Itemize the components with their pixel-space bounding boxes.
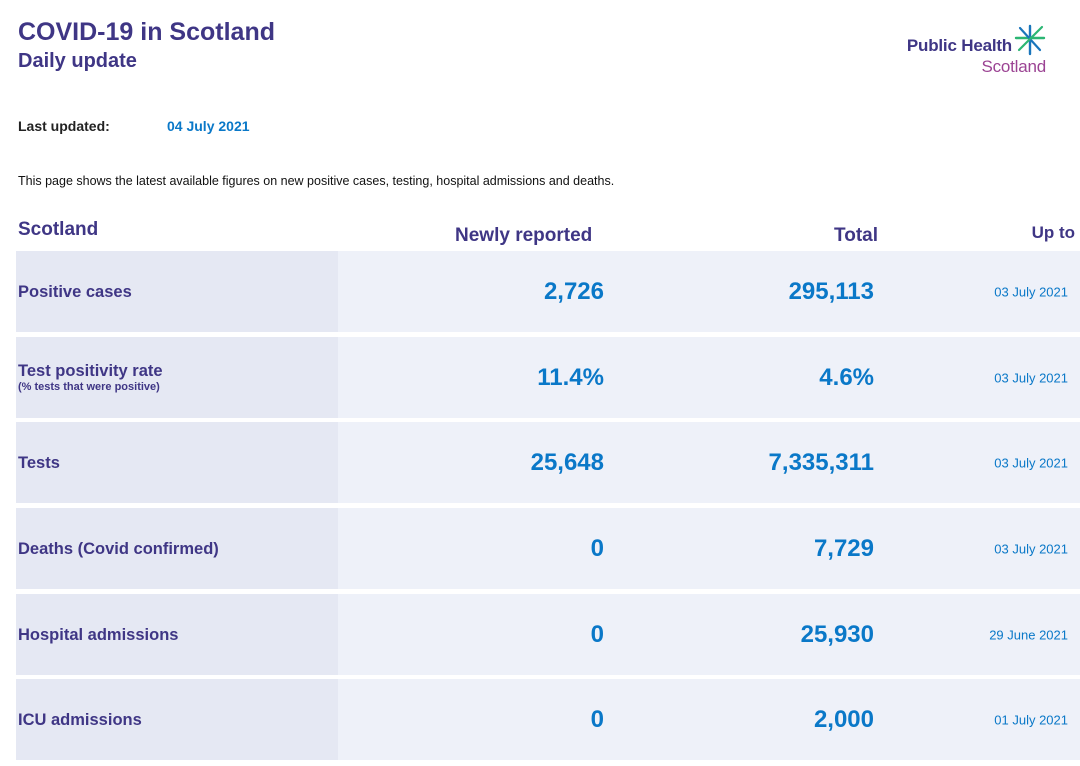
row-name-cell: Deaths (Covid confirmed) — [16, 508, 338, 589]
table-row-positive-cases: Positive cases 2,726 295,113 03 July 202… — [16, 251, 1080, 332]
logo-text-line2: Scotland — [981, 57, 1046, 76]
row-sublabel: (% tests that were positive) — [18, 380, 160, 393]
newly-reported-value: 2,726 — [543, 277, 604, 305]
last-updated-label: Last updated: — [18, 118, 110, 134]
row-label: Tests — [18, 453, 60, 472]
up-to-date: 03 July 2021 — [994, 370, 1068, 385]
up-to-date: 03 July 2021 — [994, 541, 1068, 556]
last-updated-date: 04 July 2021 — [167, 118, 250, 134]
row-label: ICU admissions — [18, 710, 142, 729]
table-row-hospital-admissions: Hospital admissions 0 25,930 29 June 202… — [16, 594, 1080, 675]
row-name-cell: Test positivity rate (% tests that were … — [16, 337, 338, 418]
row-label: Deaths (Covid confirmed) — [18, 539, 219, 558]
total-value: 2,000 — [813, 705, 874, 733]
column-header-newly-reported: Newly reported — [455, 225, 593, 246]
up-to-date: 01 July 2021 — [994, 712, 1068, 727]
up-to-date: 29 June 2021 — [989, 627, 1068, 642]
newly-reported-value: 0 — [590, 534, 604, 562]
column-header-scotland: Scotland — [18, 219, 99, 240]
row-label: Test positivity rate (% tests that were … — [18, 361, 163, 393]
page-title: COVID-19 in Scotland — [18, 18, 275, 46]
newly-reported-value: 0 — [590, 705, 604, 733]
table-row-tests: Tests 25,648 7,335,311 03 July 2021 — [16, 422, 1080, 503]
page-subtitle: Daily update — [18, 50, 137, 72]
total-value: 25,930 — [800, 620, 874, 648]
row-name-cell: Positive cases — [16, 251, 338, 332]
up-to-date: 03 July 2021 — [994, 455, 1068, 470]
logo-text-line1: Public Health — [906, 36, 1012, 55]
column-header-up-to: Up to — [1031, 223, 1075, 242]
row-name-cell: ICU admissions — [16, 679, 338, 760]
newly-reported-value: 11.4% — [537, 363, 604, 391]
row-name-cell: Hospital admissions — [16, 594, 338, 675]
row-name-cell: Tests — [16, 422, 338, 503]
column-header-total: Total — [834, 225, 878, 246]
newly-reported-value: 25,648 — [530, 448, 604, 476]
table-row-icu-admissions: ICU admissions 0 2,000 01 July 2021 — [16, 679, 1080, 760]
public-health-scotland-logo: Public Health Scotland — [907, 24, 1046, 76]
up-to-date: 03 July 2021 — [994, 284, 1068, 299]
total-value: 295,113 — [788, 277, 874, 305]
total-value: 7,335,311 — [768, 448, 874, 476]
star-burst-icon — [1014, 24, 1046, 56]
table-row-deaths: Deaths (Covid confirmed) 0 7,729 03 July… — [16, 508, 1080, 589]
row-label: Positive cases — [18, 282, 132, 301]
total-value: 7,729 — [813, 534, 874, 562]
total-value: 4.6% — [819, 363, 874, 391]
intro-text: This page shows the latest available fig… — [18, 174, 615, 188]
newly-reported-value: 0 — [590, 620, 604, 648]
row-label: Hospital admissions — [18, 625, 179, 644]
table-row-test-positivity-rate: Test positivity rate (% tests that were … — [16, 337, 1080, 418]
